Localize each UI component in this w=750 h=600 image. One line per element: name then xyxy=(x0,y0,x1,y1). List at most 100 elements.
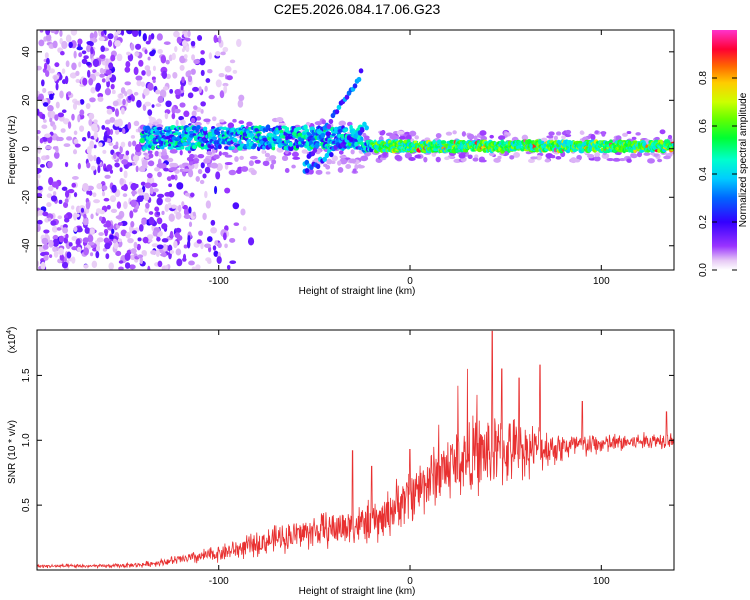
spectrogram-cell xyxy=(228,169,237,176)
spectrogram-cell xyxy=(115,215,123,220)
spectrogram-cell xyxy=(169,249,175,255)
spectrogram-cell xyxy=(130,221,135,228)
spectrogram-cell xyxy=(198,230,203,236)
spectrogram-cell xyxy=(80,99,85,105)
spectrogram-cell xyxy=(55,101,60,109)
spectrogram-cell xyxy=(143,88,150,96)
spectrogram-cell xyxy=(112,144,119,150)
spectrogram-cell xyxy=(210,227,218,234)
spectrogram-cell xyxy=(555,131,562,136)
spectrogram-cell xyxy=(77,38,83,45)
spectrogram-cell xyxy=(46,57,50,65)
spectrogram-cell xyxy=(654,136,660,141)
spectrogram-cell xyxy=(156,162,165,169)
spectrogram-cell xyxy=(284,127,290,130)
spectrogram-cell xyxy=(671,142,674,147)
spectrogram-cell xyxy=(151,243,159,248)
spectrogram-cell xyxy=(219,90,225,99)
spectrogram-cell xyxy=(97,165,101,174)
spectrogram-cell xyxy=(606,158,615,162)
spectrogram-cell xyxy=(156,33,163,41)
spectrogram-cell xyxy=(159,89,167,98)
spectrogram-cell xyxy=(142,33,147,42)
spectrogram-cell xyxy=(138,224,144,232)
spectrogram-cell xyxy=(192,86,199,92)
spectrogram-cell xyxy=(352,168,357,174)
spectrogram-cell xyxy=(86,190,90,195)
spectrogram-cell xyxy=(132,140,137,147)
spectrogram-cell xyxy=(105,58,109,67)
spectrogram-cell xyxy=(238,120,245,125)
spectrogram-cell xyxy=(94,71,100,77)
spectrogram-cell xyxy=(493,157,501,163)
spectrogram-cell xyxy=(98,36,106,42)
spectrogram-cell xyxy=(81,50,87,55)
spectrogram-cell xyxy=(270,163,275,170)
spectrogram-cell xyxy=(222,82,229,87)
spectrogram-cell xyxy=(109,117,116,123)
spectrogram-cell xyxy=(206,236,213,243)
spectrogram-cell xyxy=(608,139,613,144)
spectrogram-cell xyxy=(183,54,188,59)
spectrogram-cell xyxy=(389,133,397,140)
spectrogram-cell xyxy=(114,129,120,135)
spectrogram-cell xyxy=(77,114,81,123)
spectrogram-cell xyxy=(204,243,212,249)
spectrogram-cell xyxy=(44,145,52,150)
spectrogram-cell xyxy=(93,154,97,162)
spectrogram-cell xyxy=(200,101,206,107)
spectrogram-cell xyxy=(89,252,94,257)
spectrogram-cell xyxy=(660,140,664,145)
spectrogram-cell xyxy=(185,70,190,78)
spectrogram-cell xyxy=(91,260,98,269)
spectrogram-cell xyxy=(74,143,81,148)
spectrogram-cell xyxy=(210,162,219,169)
spectrogram-cell xyxy=(54,62,60,68)
x-tick-label: 100 xyxy=(593,276,610,287)
spectrogram-cell xyxy=(326,158,333,165)
spectrogram-cell xyxy=(236,38,242,48)
spectrogram-cell xyxy=(125,61,131,68)
spectrogram-cell xyxy=(174,89,181,96)
spectrogram-cell xyxy=(116,201,122,209)
spectrogram-cell xyxy=(204,85,208,92)
spectrogram-cell xyxy=(166,176,172,182)
spectrogram-cell xyxy=(171,113,176,120)
spectrogram-cell xyxy=(156,197,163,206)
spectrogram-cell xyxy=(45,33,52,42)
spectrogram-cell xyxy=(120,107,125,115)
spectrogram-cell xyxy=(354,163,359,170)
spectrogram-cell xyxy=(179,55,186,64)
spectrogram-cell xyxy=(129,210,134,219)
spectrogram-cell xyxy=(105,253,110,260)
spectrogram-cell xyxy=(409,130,417,137)
spectrogram-cell xyxy=(200,143,205,147)
spectrogram-cell xyxy=(136,195,144,203)
spectrogram-cell xyxy=(92,192,97,198)
spectrogram-cell xyxy=(348,158,357,164)
spectrogram-cell xyxy=(207,258,212,264)
spectrogram-cell xyxy=(47,104,54,112)
spectrogram-cell xyxy=(107,33,114,40)
spectrogram-cell xyxy=(141,218,147,225)
spectrogram-cell xyxy=(97,96,104,102)
spectrogram-cell xyxy=(223,85,228,94)
spectrogram-cell xyxy=(193,105,198,110)
spectrogram-cell xyxy=(169,88,174,94)
spectrogram-cell xyxy=(93,30,98,39)
spectrogram-cell xyxy=(45,154,50,160)
spectrogram-cell xyxy=(194,121,202,127)
spectrogram-cell xyxy=(47,161,53,169)
spectrogram-cell xyxy=(198,86,202,94)
spectrogram-cell xyxy=(171,106,176,114)
spectrogram-cell xyxy=(87,234,94,243)
spectrogram-cell xyxy=(224,154,233,158)
spectrogram-cell xyxy=(89,97,96,103)
spectrogram-cell xyxy=(170,204,177,209)
spectrogram-cell xyxy=(322,156,327,162)
spectrogram-cell xyxy=(356,76,362,83)
spectrogram-cell xyxy=(64,75,69,85)
spectrogram-cell xyxy=(238,139,242,145)
spectrogram-cell xyxy=(103,237,110,244)
spectrogram-cell xyxy=(344,94,350,100)
